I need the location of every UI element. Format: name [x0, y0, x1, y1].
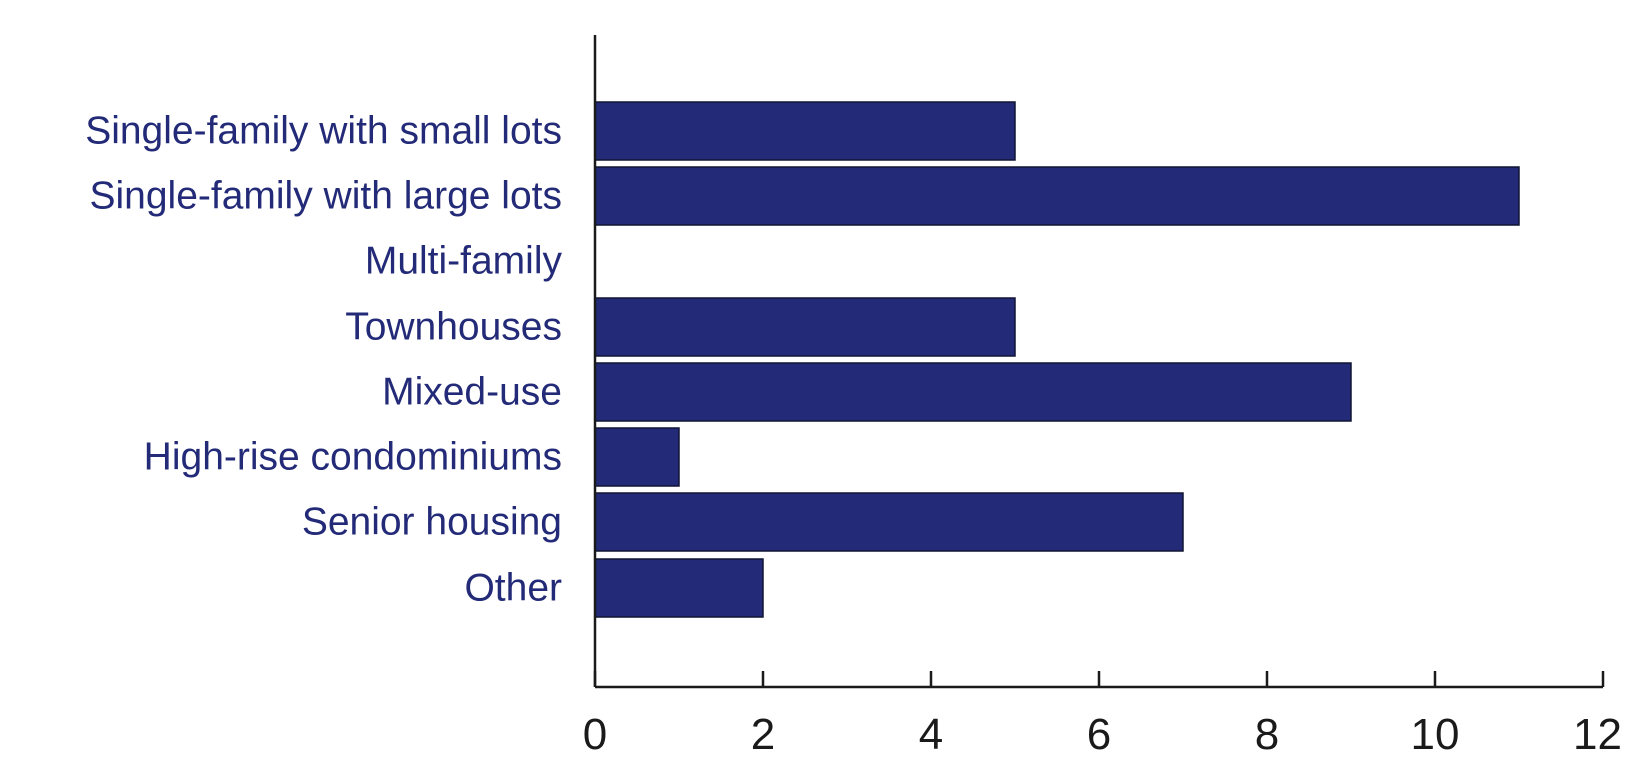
x-tick-label-0: 0	[583, 710, 607, 754]
category-label-mixed-use: Mixed-use	[382, 371, 562, 414]
bar-single-family-with-small-lots	[594, 101, 1016, 161]
x-tick-label-2: 2	[751, 710, 775, 754]
x-tick-label-8: 8	[1255, 710, 1279, 754]
x-tick-label-6: 6	[1087, 710, 1111, 754]
x-tick-label-12: 12	[1573, 710, 1622, 754]
bars-layer	[594, 101, 1520, 618]
bar-townhouses	[594, 297, 1016, 357]
category-label-townhouses: Townhouses	[345, 306, 562, 349]
category-labels: Single-family with small lots Single-fami…	[85, 110, 562, 610]
category-label-senior-housing: Senior housing	[302, 501, 562, 544]
category-label-multi-family: Multi-family	[365, 240, 563, 283]
bar-mixed-use	[594, 362, 1352, 422]
category-label-high-rise-condominiums: High-rise condominiums	[144, 436, 562, 479]
category-label-single-family-with-small-lots: Single-family with small lots	[85, 110, 562, 153]
category-label-other: Other	[464, 567, 562, 610]
x-tick-label-4: 4	[919, 710, 943, 754]
bar-senior-housing	[594, 492, 1184, 552]
bar-high-rise-condominiums	[594, 427, 680, 487]
x-tick-label-10: 10	[1411, 710, 1460, 754]
x-axis-ticks: 0 2 4 6 8 10 12	[583, 671, 1622, 759]
bar-single-family-with-large-lots	[594, 166, 1520, 226]
category-label-single-family-with-large-lots: Single-family with large lots	[89, 175, 562, 218]
bar-other	[594, 558, 764, 618]
